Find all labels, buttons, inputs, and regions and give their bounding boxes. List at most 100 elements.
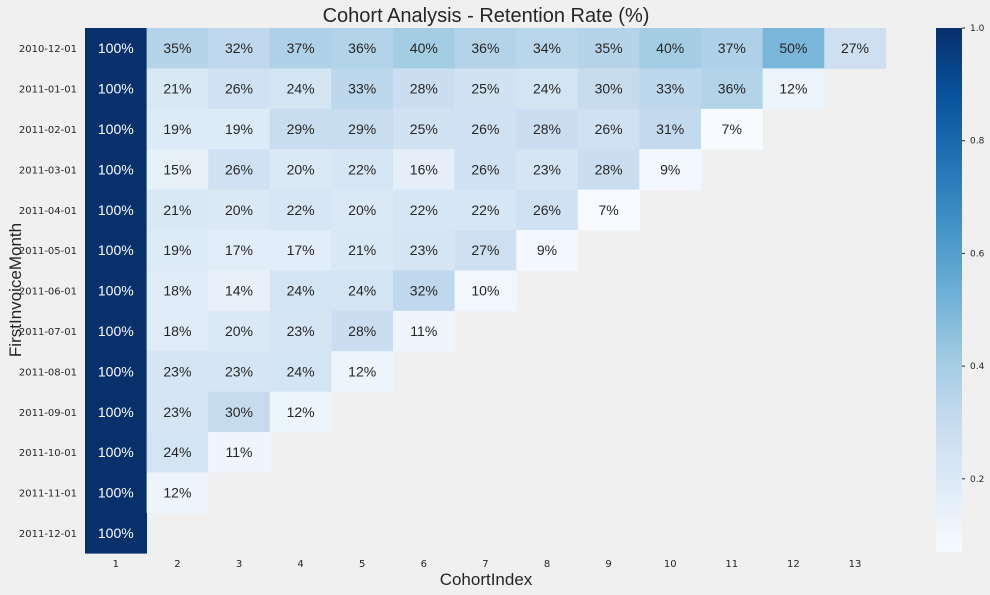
cell-label: 100% — [98, 525, 134, 541]
heatmap-cell — [85, 432, 147, 473]
cell-label: 40% — [656, 40, 684, 56]
heatmap-cell — [269, 149, 332, 190]
heatmap-cell — [85, 270, 147, 312]
y-axis-label: FirstInvoiceMonth — [6, 223, 25, 357]
cell-label: 22% — [348, 161, 376, 177]
cell-label: 21% — [163, 81, 191, 97]
heatmap-cell — [454, 270, 517, 312]
cell-label: 7% — [722, 121, 742, 137]
y-tick-label: 2011-11-01 — [19, 489, 77, 500]
cell-label: 30% — [225, 404, 253, 420]
heatmap-cell — [85, 230, 147, 271]
cell-label: 19% — [225, 121, 253, 137]
cell-label: 33% — [348, 81, 376, 97]
heatmap-cell — [516, 108, 579, 150]
cell-label: 20% — [287, 161, 315, 177]
x-tick-label: 6 — [421, 559, 427, 570]
cell-label: 12% — [163, 485, 191, 501]
cell-label: 35% — [595, 40, 623, 56]
heatmap-cell — [208, 149, 271, 190]
heatmap-cell — [85, 28, 147, 69]
cell-label: 9% — [537, 242, 557, 258]
x-tick-labels: 1 2 3 4 5 6 7 8 9 10 11 12 13 — [113, 559, 862, 570]
cell-label: 32% — [225, 40, 253, 56]
cell-label: 30% — [595, 81, 623, 97]
y-tick-label: 2011-08-01 — [19, 367, 77, 378]
cell-label: 18% — [163, 283, 191, 299]
y-tick-label: 2011-06-01 — [19, 287, 77, 298]
heatmap-cell — [146, 149, 209, 190]
cell-label: 34% — [533, 40, 561, 56]
cell-label: 22% — [287, 202, 315, 218]
heatmap-cell — [701, 28, 763, 69]
heatmap-cell — [146, 28, 209, 69]
heatmap-cells: 100% 35% 32% 37% 36% 40% 36% 34% 35% 40% 37% 50% 27%… — [85, 28, 887, 554]
heatmap-cell — [454, 108, 517, 150]
cell-label: 26% — [533, 202, 561, 218]
cell-label: 24% — [348, 283, 376, 299]
cell-label: 24% — [287, 81, 315, 97]
cell-label: 33% — [656, 81, 684, 97]
heatmap-cell — [454, 189, 517, 231]
cell-label: 23% — [287, 323, 315, 339]
cell-label: 7% — [598, 202, 618, 218]
heatmap-cell — [577, 68, 640, 110]
heatmap-cell — [516, 68, 579, 110]
heatmap-cell — [331, 68, 394, 110]
cell-label: 25% — [471, 81, 499, 97]
cell-label: 26% — [471, 161, 499, 177]
cell-label: 12% — [348, 363, 376, 379]
cell-label: 17% — [287, 242, 315, 258]
heatmap-cell — [85, 391, 147, 433]
cell-label: 36% — [471, 40, 499, 56]
heatmap-cell — [146, 189, 209, 231]
cell-label: 26% — [225, 161, 253, 177]
cell-label: 24% — [163, 444, 191, 460]
heatmap-cell — [639, 68, 702, 110]
colorbar-tick-label: 0.8 — [970, 137, 985, 147]
heatmap-cell — [146, 108, 209, 150]
heatmap-cell — [331, 351, 394, 392]
cell-label: 10% — [471, 283, 499, 299]
cell-label: 18% — [163, 323, 191, 339]
cell-label: 100% — [98, 121, 134, 137]
heatmap-cell — [208, 310, 271, 352]
heatmap-cell — [269, 68, 332, 110]
cell-label: 28% — [533, 121, 561, 137]
cell-label: 15% — [163, 161, 191, 177]
heatmap-cell — [146, 230, 209, 271]
x-axis-label: CohortIndex — [440, 570, 533, 589]
heatmap-cell — [208, 28, 271, 69]
cell-label: 28% — [595, 161, 623, 177]
heatmap-cell — [393, 230, 455, 271]
cell-label: 24% — [287, 283, 315, 299]
heatmap-cell — [639, 28, 702, 69]
x-tick-label: 11 — [725, 559, 738, 570]
heatmap-cell — [516, 28, 579, 69]
x-tick-label: 12 — [787, 559, 800, 570]
cell-label: 26% — [595, 121, 623, 137]
cell-label: 16% — [410, 161, 438, 177]
heatmap-cell — [824, 28, 887, 69]
colorbar-tick-label: 0.2 — [970, 475, 984, 485]
heatmap-cell — [208, 351, 271, 392]
cell-label: 37% — [287, 40, 315, 56]
cell-label: 100% — [98, 40, 134, 56]
heatmap-cell — [393, 270, 455, 312]
heatmap-cell — [331, 108, 394, 150]
heatmap-cell — [269, 108, 332, 150]
cell-label: 21% — [163, 202, 191, 218]
heatmap-cell — [146, 391, 209, 433]
cell-label: 100% — [98, 161, 134, 177]
cell-label: 11% — [410, 323, 437, 339]
cell-label: 100% — [98, 444, 134, 460]
heatmap-cell — [577, 149, 640, 190]
heatmap-cell — [516, 149, 579, 190]
heatmap-cell — [269, 310, 332, 352]
heatmap-cell — [208, 68, 271, 110]
y-tick-label: 2011-02-01 — [19, 125, 77, 136]
cell-label: 27% — [841, 40, 869, 56]
colorbar-tick-label: 0.4 — [970, 362, 985, 372]
heatmap-cell — [208, 391, 271, 433]
